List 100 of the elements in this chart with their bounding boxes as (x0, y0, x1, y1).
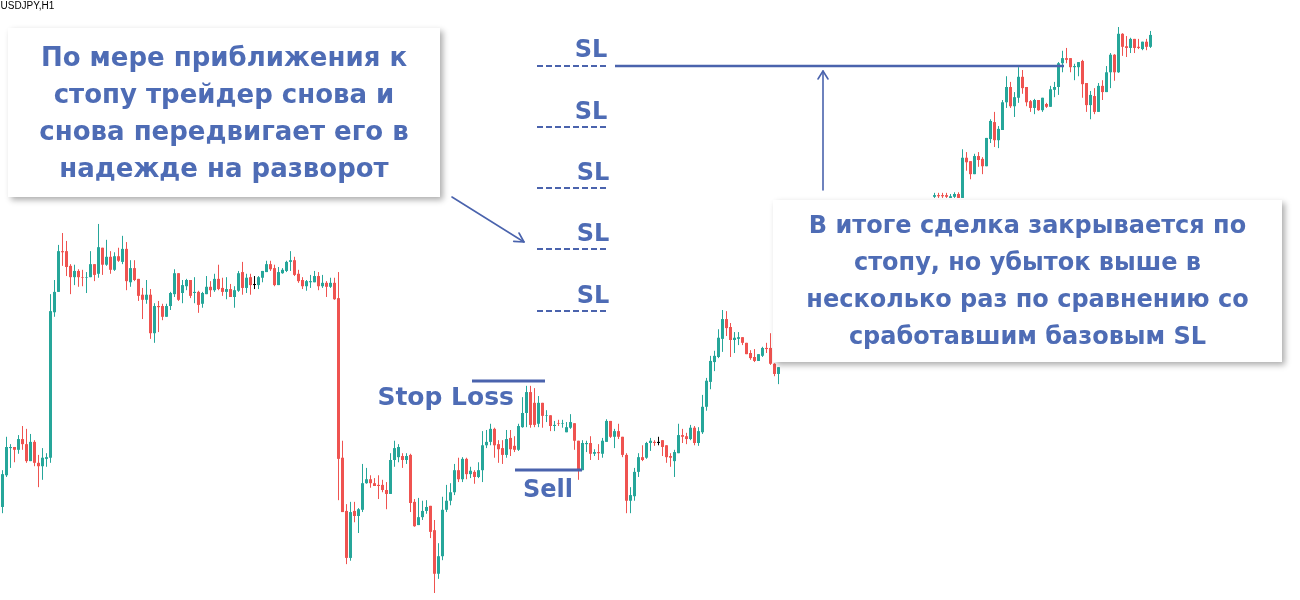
annotation: По мере приближения к стопу трейдер снова и снова передвигает его в надежде на разворот (38, 40, 410, 185)
candlestick (73, 264, 76, 286)
candlestick (105, 239, 108, 267)
candlestick (553, 420, 556, 432)
candlestick (1105, 65, 1108, 93)
candlestick (101, 247, 104, 276)
candlestick (1009, 81, 1012, 109)
candlestick (85, 271, 88, 294)
candlestick (89, 250, 92, 278)
candlestick (969, 160, 972, 180)
candlestick (489, 423, 492, 446)
candlestick (597, 443, 600, 461)
candlestick (221, 277, 224, 297)
candlestick (33, 439, 36, 467)
candlestick (317, 271, 320, 291)
candlestick (65, 240, 68, 277)
candlestick (393, 440, 396, 468)
candlestick (461, 456, 464, 483)
annotation: SL (576, 281, 610, 309)
candlestick (465, 457, 468, 480)
candlestick (1017, 66, 1020, 104)
candlestick (397, 443, 400, 463)
candlestick (109, 250, 112, 275)
candlestick (61, 232, 64, 267)
candlestick (237, 270, 240, 293)
candlestick (273, 264, 276, 287)
candlestick (533, 387, 536, 428)
candlestick (1101, 79, 1104, 101)
candlestick (445, 484, 448, 513)
annotation: SL (574, 97, 608, 125)
candlestick (545, 409, 548, 423)
candlestick (725, 310, 728, 337)
candlestick (213, 273, 216, 293)
candlestick (1109, 52, 1112, 89)
candlestick (1049, 85, 1052, 108)
candlestick (253, 275, 256, 290)
annotation: Stop Loss (377, 382, 514, 411)
candlestick (129, 259, 132, 288)
candlestick (613, 428, 616, 449)
candlestick (693, 425, 696, 446)
candlestick (293, 256, 296, 277)
candlestick (385, 481, 388, 510)
candlestick (769, 332, 772, 366)
candlestick (25, 428, 28, 464)
candlestick (541, 402, 544, 429)
candlestick (1125, 35, 1128, 58)
candlestick (197, 290, 200, 314)
candlestick (573, 422, 576, 451)
candlestick (1057, 61, 1060, 96)
candlestick (353, 501, 356, 523)
candlestick (537, 395, 540, 428)
callout-box: По мере приближения к стопу трейдер снова и снова передвигает его в надежде на разворот (8, 28, 440, 197)
candlestick (145, 279, 148, 305)
candlestick (1137, 38, 1140, 50)
candlestick (113, 251, 116, 272)
candlestick (421, 500, 424, 521)
candlestick (81, 269, 84, 287)
candlestick (241, 261, 244, 296)
candlestick (289, 250, 292, 272)
candlestick (1113, 53, 1116, 82)
candlestick (485, 429, 488, 449)
candlestick (37, 454, 40, 488)
annotation: В итоге сделка закрывается по стопу, но убыток выше в несколько раз по сравнению со сработавшим базовым SL (805, 210, 1250, 352)
candlestick (249, 273, 252, 296)
candlestick (449, 482, 452, 506)
candlestick (993, 111, 996, 148)
candlestick (157, 300, 160, 333)
candlestick (181, 279, 184, 304)
candlestick (377, 474, 380, 500)
candlestick (417, 497, 420, 526)
annotation: SL (574, 35, 608, 63)
candlestick (29, 433, 32, 462)
candlestick (1073, 63, 1076, 81)
candlestick (225, 276, 228, 300)
candlestick (437, 542, 440, 580)
chart-title: USDJPY,H1 (0, 0, 55, 11)
candlestick (1005, 75, 1008, 109)
candlestick (509, 429, 512, 457)
candlestick (729, 322, 732, 358)
callout-box: В итоге сделка закрывается по стопу, но убыток выше в несколько раз по сравнению со сработавшим базовым SL (773, 200, 1282, 362)
candlestick (637, 452, 640, 478)
annotation: SL (576, 219, 610, 247)
candlestick (217, 264, 220, 291)
candlestick (457, 457, 460, 483)
candlestick (505, 429, 508, 459)
annotation: SL (576, 158, 610, 186)
candlestick (721, 309, 724, 353)
candlestick (309, 274, 312, 289)
candlestick (1093, 87, 1096, 115)
candlestick (193, 276, 196, 304)
candlestick (1061, 50, 1064, 73)
candlestick (121, 235, 124, 265)
candlestick (21, 425, 24, 451)
candlestick (1089, 90, 1092, 120)
candlestick (17, 434, 20, 455)
candlestick (589, 435, 592, 461)
candlestick (1121, 32, 1124, 57)
candlestick (453, 463, 456, 496)
candlestick (525, 385, 528, 428)
candlestick (41, 447, 44, 481)
